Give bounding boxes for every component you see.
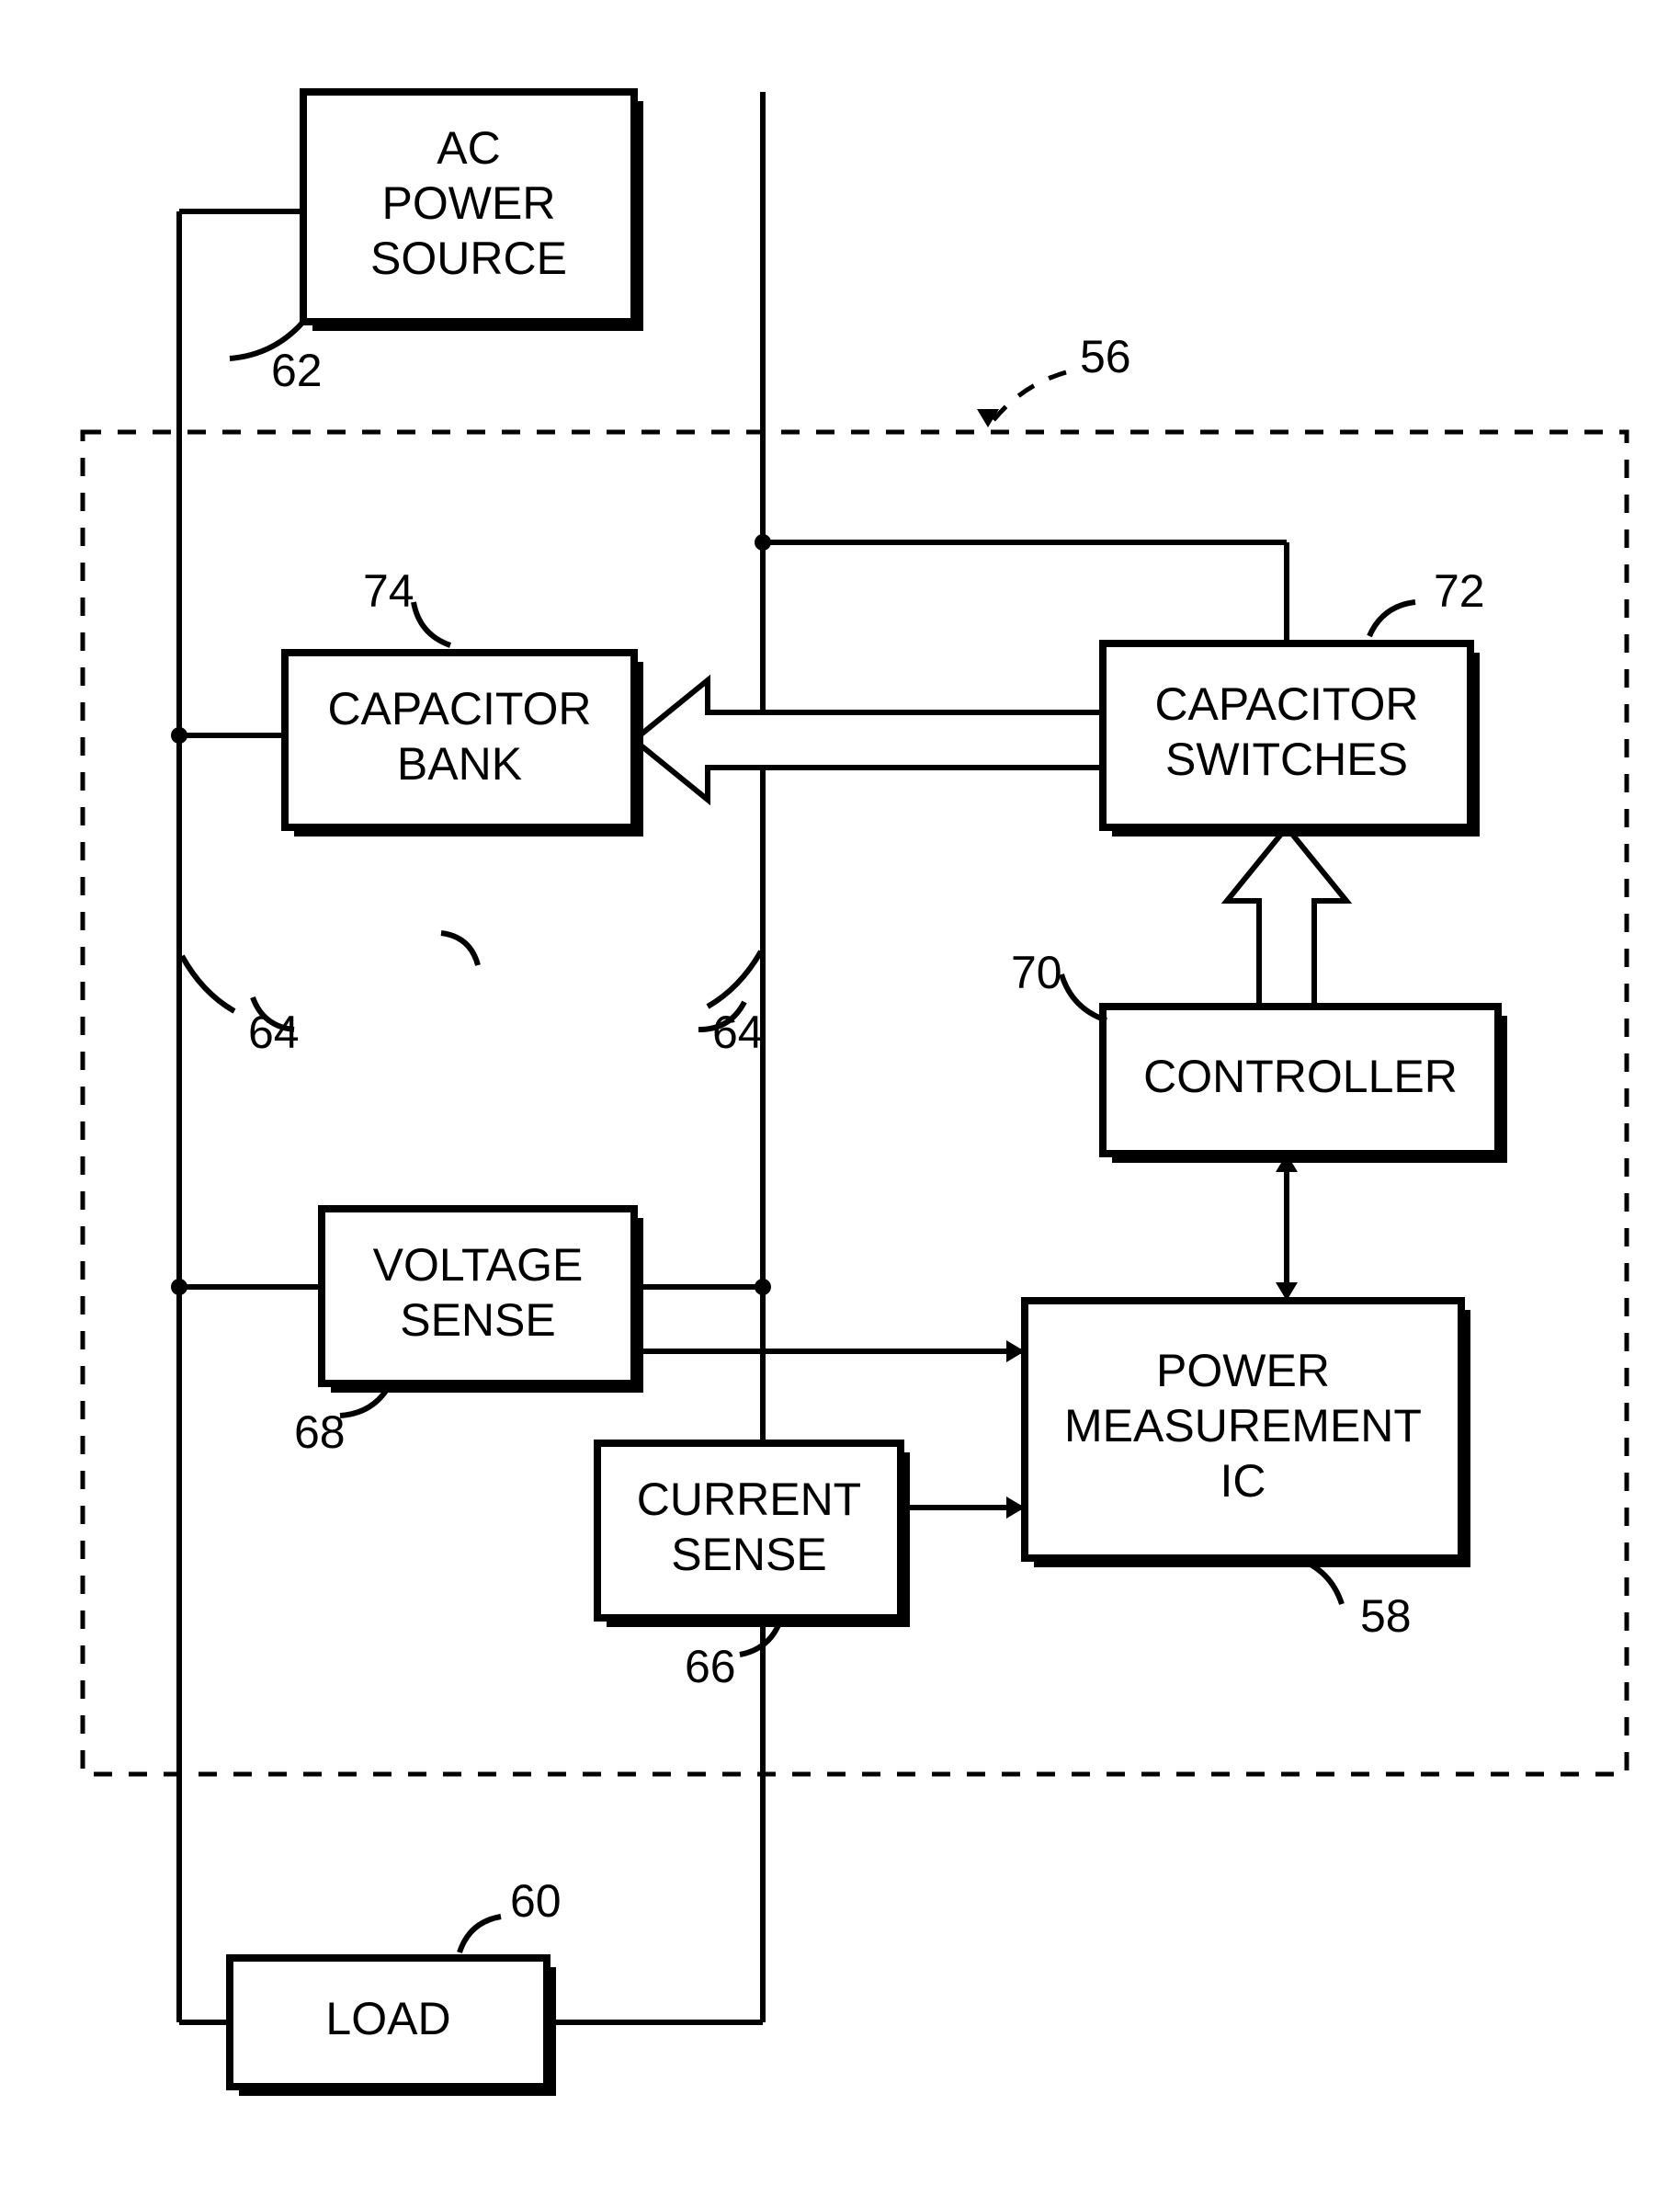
power_measurement_ic-label-0: POWER: [1156, 1345, 1330, 1396]
switches-to-bank: [634, 680, 1103, 800]
capacitor_bank-label-1: BANK: [397, 738, 522, 790]
capacitor_bank-label-0: CAPACITOR: [327, 683, 591, 734]
capacitor_switches-label-0: CAPACITOR: [1154, 678, 1418, 730]
node-3: [755, 1279, 771, 1295]
node-2: [755, 534, 771, 551]
current_sense-label-0: CURRENT: [637, 1474, 861, 1525]
power_measurement_ic-label-2: IC: [1220, 1455, 1266, 1507]
voltage_sense-ref: 68: [294, 1406, 346, 1458]
ac_power_source-ref: 62: [271, 345, 323, 396]
capacitor_switches-label-1: SWITCHES: [1165, 734, 1408, 785]
voltage_sense-label-1: SENSE: [400, 1294, 556, 1346]
leader-1: [414, 602, 450, 645]
power_measurement_ic-ref: 58: [1360, 1590, 1412, 1642]
leader-7: [460, 1917, 501, 1952]
load-label-0: LOAD: [325, 1993, 450, 2044]
leader-11: [988, 372, 1066, 427]
block-diagram: ACPOWERSOURCE62CAPACITORBANK74CAPACITORS…: [0, 0, 1680, 2208]
hook-64-right: [708, 951, 761, 1007]
controller-label-0: CONTROLLER: [1143, 1051, 1458, 1102]
ac_power_source-label-0: AC: [437, 122, 500, 174]
ac_power_source-label-1: POWER: [382, 177, 556, 229]
voltage_sense-label-0: VOLTAGE: [373, 1239, 584, 1291]
capacitor_bank-ref: 74: [363, 565, 414, 617]
node-1: [171, 1279, 187, 1295]
bus-label-1: 64: [712, 1007, 764, 1058]
capacitor_switches-ref: 72: [1434, 565, 1485, 617]
load-ref: 60: [510, 1875, 562, 1927]
current_sense-ref: 66: [685, 1641, 736, 1692]
controller-ref: 70: [1011, 947, 1062, 998]
current_sense-label-1: SENSE: [671, 1529, 827, 1580]
leader-2: [1369, 602, 1415, 636]
power_measurement_ic-label-1: MEASUREMENT: [1064, 1400, 1422, 1451]
ac_power_source-label-2: SOURCE: [370, 233, 567, 284]
leader-9: [441, 933, 478, 965]
node-0: [171, 727, 187, 744]
ref-56: 56: [1080, 331, 1131, 382]
controller-to-switches: [1227, 827, 1346, 1007]
hook-64-left: [182, 956, 234, 1011]
bus-label-0: 64: [248, 1007, 300, 1058]
